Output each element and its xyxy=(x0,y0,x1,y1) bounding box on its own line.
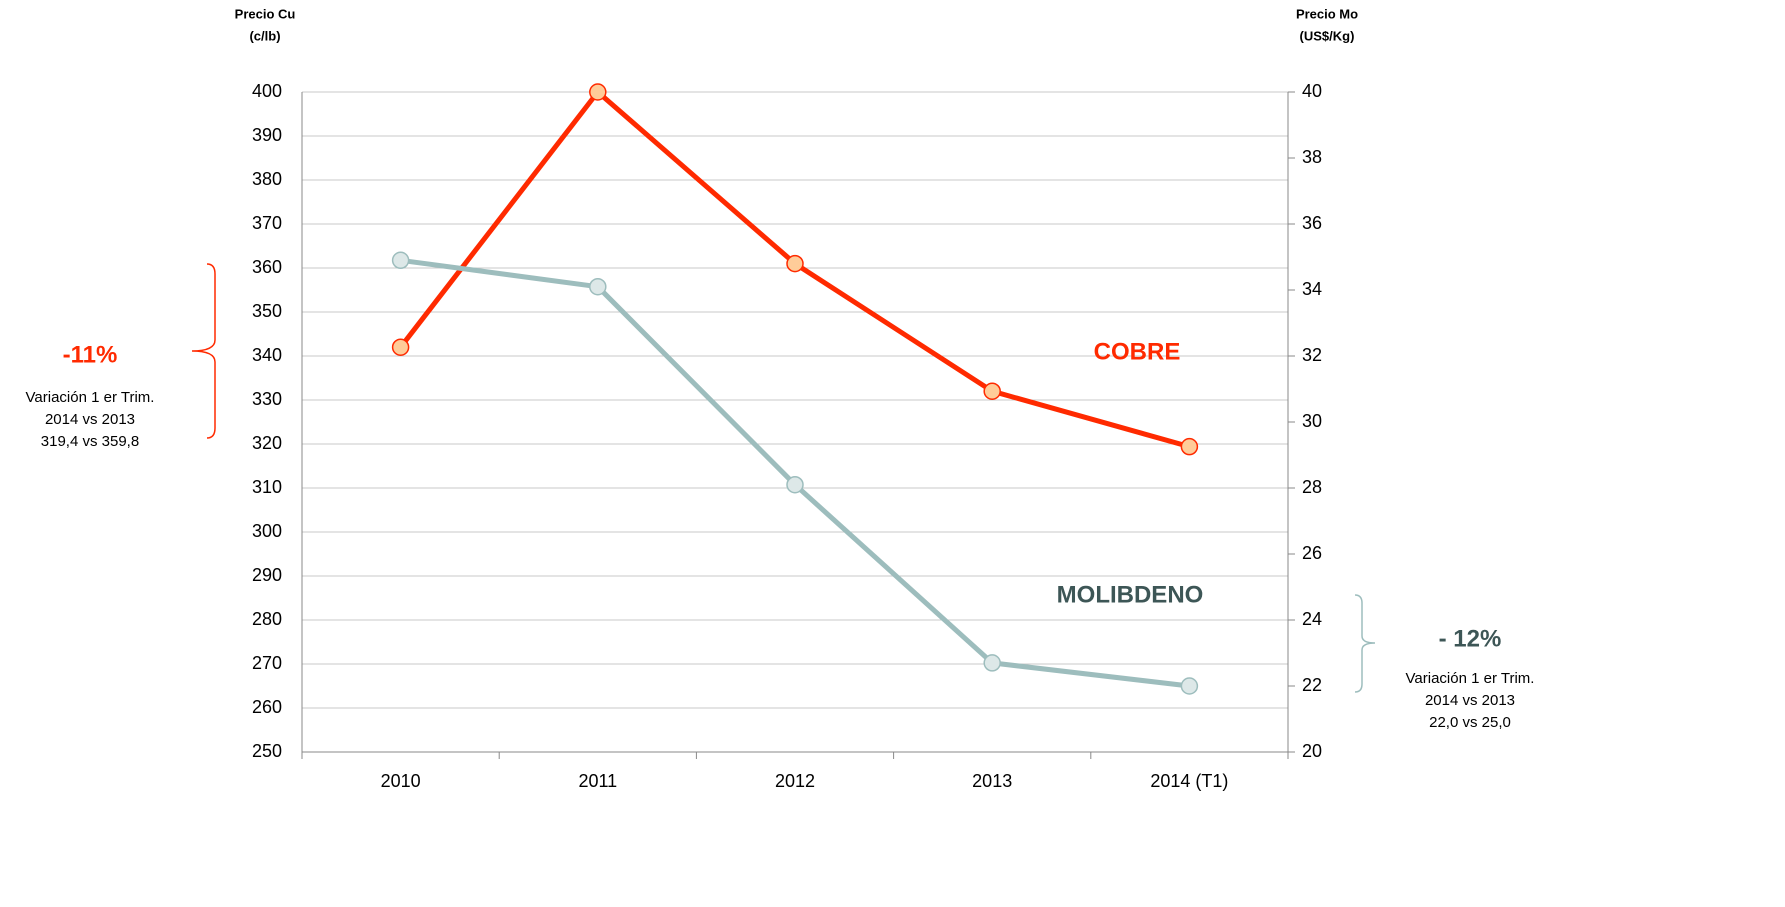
y-tick-label: 370 xyxy=(252,213,282,233)
y-tick-label: 260 xyxy=(252,697,282,717)
y2-tick-label: 36 xyxy=(1302,213,1322,233)
marker xyxy=(786,254,804,273)
y2-tick-label: 34 xyxy=(1302,279,1322,299)
brace xyxy=(191,263,216,439)
y-tick-label: 380 xyxy=(252,169,282,189)
y-tick-label: 400 xyxy=(252,81,282,101)
y2-title: (US$/Kg) xyxy=(1300,28,1355,43)
marker xyxy=(1180,437,1199,456)
y2-tick-label: 24 xyxy=(1302,609,1322,629)
y-tick-label: 340 xyxy=(252,345,282,365)
marker xyxy=(391,338,410,356)
y2-tick-label: 40 xyxy=(1302,81,1322,101)
marker xyxy=(589,277,607,296)
y-title: Precio Cu xyxy=(235,6,296,21)
y-tick-label: 270 xyxy=(252,653,282,673)
y2-tick-label: 26 xyxy=(1302,543,1322,563)
marker xyxy=(589,83,607,101)
marker xyxy=(983,654,1001,672)
y2-title: Precio Mo xyxy=(1296,6,1358,21)
y-tick-label: 360 xyxy=(252,257,282,277)
y2-tick-label: 28 xyxy=(1302,477,1322,497)
y-tick-label: 290 xyxy=(252,565,282,585)
y-tick-label: 390 xyxy=(252,125,282,145)
x-tick-label: 2010 xyxy=(381,771,421,791)
annotation-note: 319,4 vs 359,8 xyxy=(41,433,139,450)
y2-tick-label: 38 xyxy=(1302,147,1322,167)
y2-tick-label: 32 xyxy=(1302,345,1322,365)
annotation: -11% xyxy=(63,341,118,368)
annotation-note: Variación 1 er Trim. xyxy=(26,389,155,406)
y-tick-label: 250 xyxy=(252,741,282,761)
annotation-note: 22,0 vs 25,0 xyxy=(1429,714,1511,731)
x-tick-label: 2014 (T1) xyxy=(1150,771,1228,791)
annotation: - 12% xyxy=(1439,625,1502,652)
y2-tick-label: 20 xyxy=(1302,741,1322,761)
x-tick-label: 2011 xyxy=(578,771,617,791)
y2-tick-label: 30 xyxy=(1302,411,1322,431)
annotation-note: Variación 1 er Trim. xyxy=(1406,670,1535,687)
x-tick-label: 2013 xyxy=(972,771,1012,791)
y-tick-label: 300 xyxy=(252,521,282,541)
y-tick-label: 310 xyxy=(252,477,282,497)
marker xyxy=(983,382,1001,400)
y-tick-label: 280 xyxy=(252,609,282,629)
y-tick-label: 330 xyxy=(252,389,282,409)
y-tick-label: 320 xyxy=(252,433,282,453)
series-line xyxy=(400,257,1190,689)
marker xyxy=(786,475,804,494)
y2-tick-label: 22 xyxy=(1302,675,1322,695)
x-tick-label: 2012 xyxy=(775,771,815,791)
series-label: MOLIBDENO xyxy=(1057,581,1204,608)
brace xyxy=(1354,594,1376,693)
series-label: COBRE xyxy=(1094,338,1181,365)
y-tick-label: 350 xyxy=(252,301,282,321)
annotation-note: 2014 vs 2013 xyxy=(45,411,135,428)
y-title: (c/lb) xyxy=(249,28,280,43)
marker xyxy=(1180,677,1199,695)
annotation-note: 2014 vs 2013 xyxy=(1425,692,1515,709)
marker xyxy=(391,251,410,270)
